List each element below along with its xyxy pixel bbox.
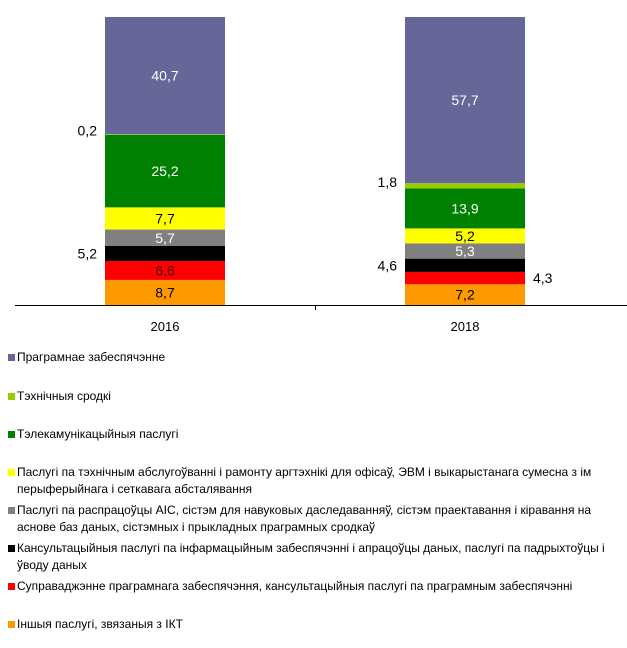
legend-item: Праграмнае забеспячэнне [8,349,165,366]
legend-item: Суправаджэнне праграмнага забеспячэння, … [8,578,572,595]
legend-item: Кансультацыйныя паслугі па інфармацыйным… [8,540,608,574]
legend-swatch [8,469,15,476]
bar-segment [105,134,225,208]
legend-label: Кансультацыйныя паслугі па інфармацыйным… [17,541,605,572]
legend-item: Тэхнічныя сродкі [8,388,111,405]
data-label: 1,8 [378,174,398,190]
x-tick-label: 2016 [151,319,180,334]
data-label: 0,2 [78,123,98,139]
data-label: 25,2 [151,163,178,179]
data-label: 5,2 [78,245,98,261]
bar-segment [105,229,225,246]
legend-swatch [8,545,15,552]
data-label: 7,7 [155,210,175,226]
legend-swatch [8,431,15,438]
data-label: 57,7 [451,92,478,108]
bar-segment [405,228,525,244]
bar-segment [105,207,225,230]
data-label: 6,6 [155,262,175,278]
legend-label: Паслугі па распрацоўцы АІС, сістэм для н… [17,503,592,534]
bar-segment [105,260,225,280]
legend-label: Суправаджэнне праграмнага забеспячэння, … [17,579,573,593]
stacked-bar-chart: 8,7 6,6 5,2 5,7 7,7 25,2 0,2 40,7 2016 7,2 4,3 4,6 5… [15,17,627,334]
data-label: 8,7 [155,284,175,300]
bar-segment [105,279,225,305]
data-label: 40,7 [151,68,178,84]
legend-item: Паслугі па тэхнічным абслугоўванні і рам… [8,464,608,498]
data-label: 13,9 [451,200,478,216]
bar-segment [405,17,525,184]
bar-segment [405,188,525,229]
legend-item: Тэлекамунікацыйныя паслугі [8,426,178,443]
data-label: 5,7 [155,230,175,246]
legend-swatch [8,393,15,400]
legend-label: Тэлекамунікацыйныя паслугі [17,427,179,441]
bar-segment [405,284,525,305]
legend-swatch [8,583,15,590]
bar-segment [105,245,225,261]
bar-segment [405,258,525,272]
bar-segment [405,243,525,259]
legend-item: Іншыя паслугі, звязаныя з ІКТ [8,616,183,633]
legend-swatch [8,354,15,361]
legend-label: Іншыя паслугі, звязаныя з ІКТ [17,617,183,631]
legend-label: Праграмнае забеспячэнне [17,350,166,364]
bar-segment [405,271,525,285]
data-label: 4,3 [533,270,553,286]
legend-swatch [8,507,15,514]
data-label: 7,2 [455,287,475,303]
legend-label: Тэхнічныя сродкі [17,389,111,403]
x-tick-label: 2018 [451,319,480,334]
legend-item: Паслугі па распрацоўцы АІС, сістэм для н… [8,502,608,536]
legend-swatch [8,621,15,628]
data-label: 4,6 [378,257,398,273]
bar-segment [105,17,225,135]
legend-label: Паслугі па тэхнічным абслугоўванні і рам… [17,465,592,496]
bar-segment [105,134,225,135]
bar-segment [405,183,525,189]
data-label: 5,3 [455,243,475,259]
data-label: 5,2 [455,228,475,244]
